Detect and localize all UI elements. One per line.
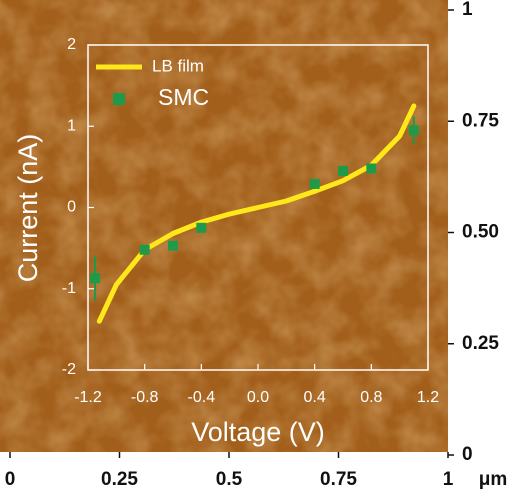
x-axis-title: Voltage (V) bbox=[191, 417, 325, 447]
x-tick-label: 1 bbox=[443, 469, 454, 490]
x-tick-label: 0.0 bbox=[247, 389, 269, 406]
x-tick-label: -1.2 bbox=[74, 389, 102, 406]
legend-swatch bbox=[113, 93, 125, 105]
x-tick-label: -0.8 bbox=[131, 389, 159, 406]
x-tick-label: 0.4 bbox=[304, 389, 326, 406]
y-tick-label: -2 bbox=[62, 361, 76, 378]
y-tick-label: 0.25 bbox=[462, 333, 499, 354]
x-tick-label: -0.4 bbox=[188, 389, 216, 406]
point bbox=[168, 240, 178, 251]
y-tick-label: 0 bbox=[462, 444, 473, 465]
point bbox=[366, 163, 377, 174]
y-tick-label: 2 bbox=[67, 36, 76, 53]
y-axis-title: Current (nA) bbox=[13, 134, 43, 283]
point bbox=[196, 222, 207, 233]
x-tick-label: 0.8 bbox=[360, 389, 382, 406]
point bbox=[338, 165, 348, 176]
y-tick-label: 0 bbox=[67, 199, 76, 216]
x-tick-label: 0 bbox=[5, 469, 16, 490]
y-tick-label: 1 bbox=[462, 0, 473, 20]
point bbox=[139, 244, 150, 255]
legend-label: SMC bbox=[158, 84, 209, 110]
unit-label: μm bbox=[479, 469, 508, 490]
point bbox=[408, 125, 419, 136]
y-tick-label: 0.75 bbox=[462, 110, 499, 131]
legend-label: LB film bbox=[152, 56, 204, 75]
afm-texture bbox=[0, 0, 448, 452]
x-tick-label: 0.5 bbox=[216, 469, 243, 490]
point bbox=[309, 178, 320, 189]
x-tick-label: 0.25 bbox=[101, 469, 138, 490]
x-tick-label: 0.75 bbox=[320, 469, 357, 490]
y-tick-label: 1 bbox=[67, 117, 76, 134]
point bbox=[90, 273, 101, 284]
y-tick-label: 0.50 bbox=[462, 222, 499, 243]
y-tick-label: -1 bbox=[62, 280, 76, 297]
x-tick-label: 1.2 bbox=[417, 389, 439, 406]
